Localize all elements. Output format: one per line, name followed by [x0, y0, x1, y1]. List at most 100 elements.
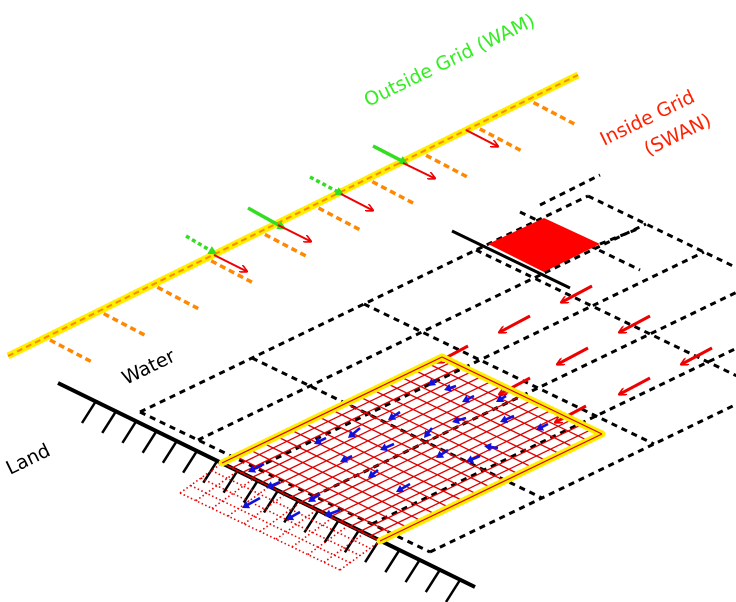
- inner-boundary-arrow: [500, 376, 531, 394]
- wam-boundary-arrows: [185, 144, 409, 255]
- hatch-mark: [242, 479, 259, 504]
- outer-tick: [156, 285, 201, 311]
- hatch-mark: [323, 519, 340, 544]
- outer-tick: [425, 153, 469, 179]
- inner-boundary-arrows: [438, 284, 713, 422]
- blue-wave-arrow: [242, 496, 261, 509]
- blue-wave-arrow: [324, 508, 341, 518]
- inner-boundary-arrow: [620, 376, 651, 394]
- land-grid-dot: [200, 477, 361, 557]
- land-grid-dot: [179, 492, 341, 571]
- hatch-mark: [404, 559, 421, 583]
- inner-boundary-arrow: [682, 346, 713, 364]
- fine-grid-line: [310, 399, 533, 508]
- highlighted-cell-edge: [451, 229, 571, 290]
- hatch-mark: [222, 469, 239, 494]
- hatch-mark: [141, 430, 158, 454]
- hatch-mark: [182, 450, 199, 474]
- blue-wave-arrow: [248, 462, 265, 473]
- green-wam-arrow: [185, 234, 218, 255]
- land-grid-dot: [291, 516, 334, 548]
- land-grid-dot: [243, 493, 286, 525]
- blue-wave-arrow: [452, 416, 467, 425]
- outer-grid-boundary-ticks: [49, 101, 577, 364]
- blue-wave-arrow: [484, 442, 499, 452]
- hatch-mark: [384, 549, 401, 573]
- fine-grid-line: [280, 385, 503, 493]
- grid-dash-line: [539, 173, 601, 207]
- green-wam-arrow: [247, 206, 287, 230]
- outer-tick: [49, 338, 93, 364]
- green-wam-arrow: [372, 144, 409, 165]
- hatch-mark: [161, 440, 178, 464]
- fine-grid-line: [231, 361, 453, 469]
- blue-wave-arrow: [428, 378, 437, 386]
- hatch-mark: [121, 420, 138, 444]
- land-grid-dot: [275, 509, 318, 540]
- blue-wave-arrow: [396, 482, 411, 493]
- grid-dash-line: [587, 194, 736, 270]
- blue-wave-arrow: [444, 383, 457, 392]
- grid-dash-line: [255, 250, 705, 470]
- outer-tick: [478, 127, 523, 153]
- hatch-mark: [262, 489, 280, 514]
- grid-dash-line: [429, 402, 736, 554]
- grid-dash-line: [599, 226, 641, 246]
- blue-wave-arrow: [340, 454, 353, 463]
- blue-wave-arrow: [380, 442, 395, 452]
- blue-wave-arrow: [436, 448, 449, 458]
- fine-grid-line: [290, 390, 513, 498]
- fine-grid-line: [241, 366, 463, 474]
- hatch-mark: [424, 569, 441, 593]
- swan-boundary-arrows: [213, 129, 497, 271]
- blue-wave-arrow: [500, 414, 515, 424]
- outer-tick: [317, 206, 362, 232]
- land-grid-dot: [195, 470, 239, 502]
- inner-boundary-arrow: [558, 346, 589, 364]
- fine-grid-line: [271, 380, 493, 488]
- fine-grid-boundary-inner: [221, 356, 603, 542]
- red-swan-arrow: [340, 193, 372, 210]
- land-grid-dot: [323, 532, 365, 563]
- hatch-mark: [444, 579, 462, 602]
- fine-grid-line: [350, 418, 573, 527]
- blue-wave-arrow: [368, 468, 379, 478]
- red-swan-arrow: [277, 224, 310, 241]
- land-grid-dot: [211, 477, 255, 510]
- outer-tick: [532, 101, 577, 127]
- inner-boundary-arrow: [556, 404, 587, 422]
- fine-swan-grid: [221, 356, 603, 542]
- hatch-mark: [101, 410, 118, 434]
- fine-grid-line: [359, 423, 583, 532]
- blue-wave-arrow: [286, 510, 301, 521]
- grid-dash-line: [363, 302, 655, 446]
- red-swan-arrow: [213, 254, 246, 271]
- fine-grid-line: [340, 414, 563, 523]
- highlighted-grid-cell: [488, 218, 600, 272]
- blue-wave-arrow: [388, 410, 401, 420]
- fine-grid-line: [300, 394, 523, 503]
- land-grid-dot: [307, 524, 349, 556]
- water-label: Water: [119, 345, 179, 389]
- inner-boundary-arrow: [500, 314, 531, 332]
- red-swan-arrow: [465, 129, 497, 146]
- blue-wave-arrow: [424, 427, 434, 438]
- blue-wave-arrow: [536, 422, 549, 431]
- coastline: [57, 381, 476, 602]
- blue-wave-arrow: [348, 427, 361, 438]
- land-grid-dot: [179, 462, 223, 494]
- grid-dash-line: [475, 248, 736, 378]
- wave-direction-arrows: [242, 378, 549, 521]
- fine-grid-line: [251, 370, 473, 479]
- grid-dash-line: [371, 346, 736, 526]
- outer-grid-boundary: [6, 71, 580, 360]
- outer-tick: [371, 180, 416, 206]
- blue-wave-arrow: [462, 394, 475, 403]
- red-swan-arrow: [402, 162, 434, 178]
- blue-wave-arrow: [496, 394, 507, 402]
- fine-grid-line: [261, 375, 483, 484]
- grid-dash-line: [139, 194, 589, 414]
- hatch-mark: [343, 529, 360, 553]
- blue-wave-arrow: [266, 480, 281, 490]
